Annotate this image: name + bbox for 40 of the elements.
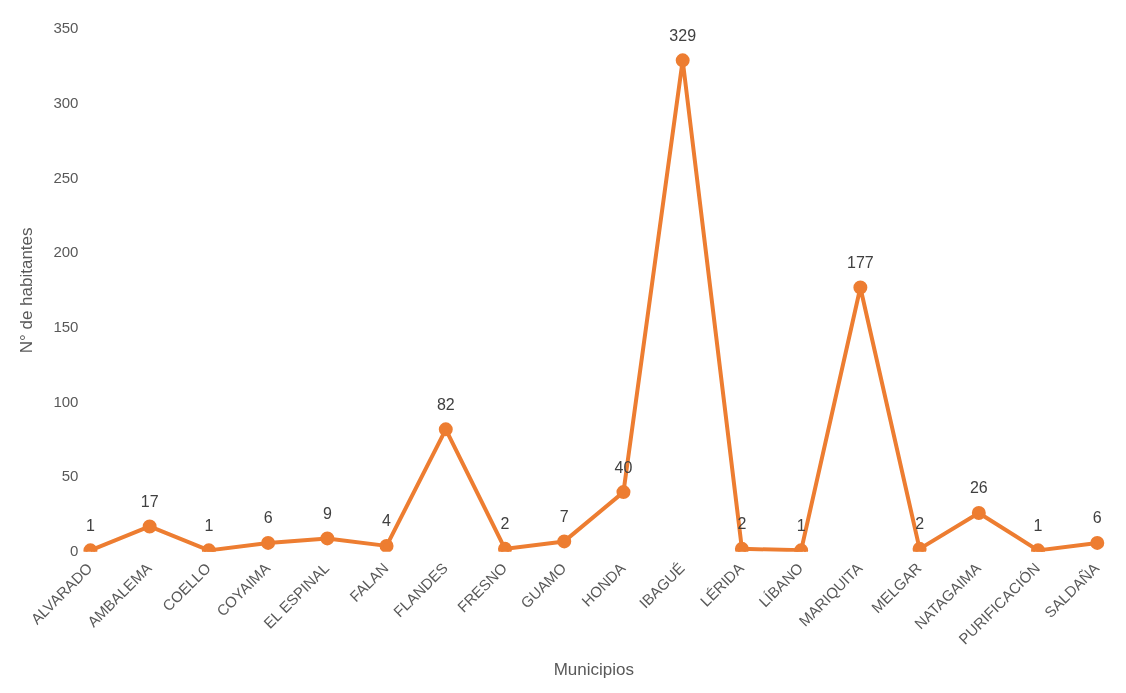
data-label: 1 — [1033, 516, 1043, 534]
y-tick-label: 200 — [53, 243, 79, 261]
y-tick-label: 50 — [61, 467, 79, 485]
y-tick-label: 300 — [53, 93, 79, 111]
point — [853, 280, 868, 295]
data-label: 4 — [382, 512, 392, 530]
y-tick-label: 100 — [53, 392, 79, 410]
data-label: 2 — [500, 515, 510, 533]
data-label: 17 — [140, 492, 159, 510]
data-label: 329 — [669, 26, 697, 44]
y-axis-title: N° de habitantes — [16, 227, 36, 354]
x-axis-title: Municipios — [553, 660, 635, 680]
data-label: 1 — [204, 516, 214, 534]
data-label: 6 — [1092, 509, 1102, 527]
data-label: 82 — [436, 395, 455, 413]
point — [912, 541, 927, 552]
y-tick-label: 150 — [53, 317, 79, 335]
data-label: 7 — [559, 507, 569, 525]
point — [1090, 535, 1105, 550]
y-tick-label: 250 — [53, 168, 79, 186]
point — [734, 541, 749, 552]
data-label: 9 — [322, 504, 332, 522]
point — [320, 531, 335, 546]
point — [379, 538, 394, 552]
point — [142, 519, 157, 534]
data-label: 177 — [847, 253, 874, 271]
point — [675, 53, 690, 68]
data-label: 1 — [85, 516, 95, 534]
point — [261, 535, 276, 550]
point — [438, 422, 453, 437]
point — [616, 485, 631, 500]
point — [971, 506, 986, 521]
y-tick-label: 350 — [53, 19, 79, 37]
data-label: 26 — [969, 479, 988, 497]
point — [557, 534, 572, 549]
data-label: 1 — [796, 516, 806, 534]
point — [498, 541, 513, 552]
data-label: 6 — [263, 509, 273, 527]
data-label: 2 — [915, 515, 925, 533]
y-tick-label: 0 — [70, 542, 79, 559]
